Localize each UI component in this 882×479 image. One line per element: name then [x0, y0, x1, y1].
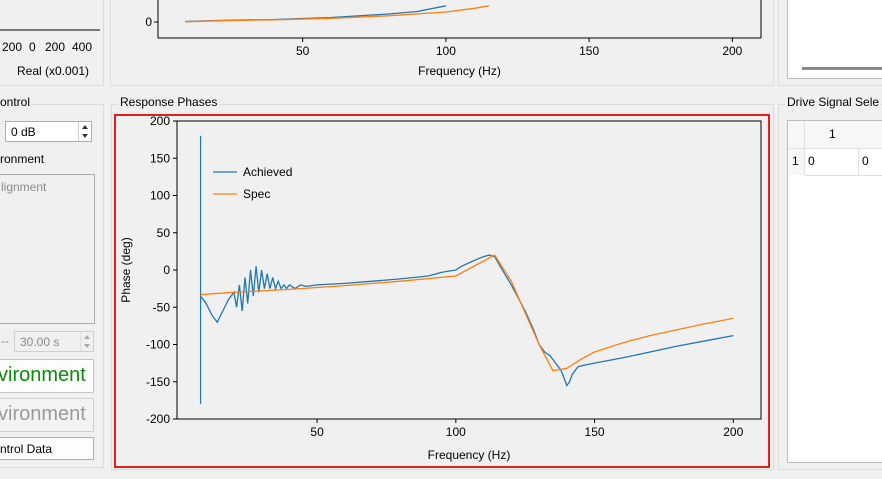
left-top-axis [0, 29, 100, 31]
x-axis-label: Frequency (Hz) [428, 448, 511, 462]
y-tick-label: 150 [150, 151, 170, 165]
table-corner [788, 121, 805, 149]
drive-signal-title: Drive Signal Sele [785, 95, 882, 109]
legend-label: Spec [243, 187, 270, 201]
gain-value: 0 dB [11, 125, 36, 139]
chevron-up-icon[interactable] [84, 335, 90, 339]
y-tick-label: 100 [150, 189, 170, 203]
x-tick-label: 200 [722, 44, 742, 58]
time-prefix: -- [1, 334, 9, 348]
gain-spinbox[interactable]: 0 dB [5, 121, 92, 142]
series-line-spec [200, 254, 734, 372]
x-tick-label: 50 [296, 44, 310, 58]
left-axis-tick-labels: 200 0 200 400 [0, 40, 100, 54]
environment-label: ronment [0, 152, 45, 166]
y-tick-label: -200 [146, 412, 170, 426]
table-cell-value: 0 [808, 154, 815, 168]
drive-signal-table[interactable]: 1 1 0 0 [787, 120, 882, 463]
response-phases-group [111, 104, 774, 470]
top-plot: 0 50 100 150 200 Frequency (Hz) [145, 0, 762, 78]
row-header-label: 1 [792, 154, 799, 168]
x-tick-label: 100 [436, 44, 456, 58]
x-axis-label: Frequency (Hz) [418, 64, 501, 78]
row-header[interactable]: 1 [788, 149, 805, 175]
left-tick-label: 400 [72, 40, 93, 54]
top-series-line [185, 5, 490, 23]
time-spinbox[interactable]: 30.00 s [14, 331, 94, 352]
gain-spin-arrows[interactable] [78, 122, 91, 141]
left-top-panel [0, 0, 104, 86]
x-tick-label: 150 [579, 44, 599, 58]
chevron-down-icon[interactable] [82, 134, 88, 138]
y-tick-label: 50 [157, 226, 171, 240]
chevron-up-icon[interactable] [82, 125, 88, 129]
y-tick-label: 200 [150, 116, 170, 128]
x-tick-label: 200 [723, 425, 743, 439]
column-header[interactable]: 1 [805, 121, 882, 149]
phase-plot-frame [114, 114, 770, 468]
x-tick-label: 100 [446, 425, 466, 439]
left-tick-label: 200 [45, 40, 66, 54]
phase-plot: 200 150 100 50 0 -50 -100 -150 -200 50 100 150 200 Fr… [119, 116, 762, 462]
time-value: 30.00 s [20, 335, 60, 349]
x-tick-label: 150 [585, 425, 605, 439]
y-tick-label: 0 [145, 15, 152, 29]
time-spin-arrows[interactable] [80, 332, 93, 351]
control-data-button[interactable]: ntrol Data [0, 437, 94, 460]
top-plot-panel [110, 0, 774, 86]
stop-environment-button[interactable]: vironment [0, 398, 94, 432]
start-environment-label: vironment [0, 364, 86, 386]
horizontal-scrollbar[interactable] [802, 67, 882, 70]
y-axis-label: Phase (deg) [119, 237, 133, 302]
y-tick-label: -50 [153, 300, 171, 314]
column-header-label: 1 [829, 127, 836, 141]
left-tick-label: 0 [29, 40, 36, 54]
start-environment-button[interactable]: vironment [0, 359, 94, 393]
y-tick-label: -100 [146, 338, 170, 352]
stop-environment-label: vironment [0, 403, 86, 425]
alignment-text-area[interactable]: lignment [0, 174, 95, 324]
response-phases-title: Response Phases [118, 95, 220, 109]
legend-label: Achieved [243, 165, 292, 179]
left-axis-xlabel: Real (x0.001) [17, 64, 90, 78]
left-tick-label: 200 [2, 40, 23, 54]
y-tick-label: 0 [163, 263, 170, 277]
series-line-achieved [200, 254, 734, 387]
drive-top-table [787, 0, 882, 79]
table-cell[interactable]: 0 [859, 149, 882, 176]
control-group-title: ontrol [0, 95, 33, 109]
alignment-placeholder: lignment [1, 180, 47, 194]
x-tick-label: 50 [310, 425, 324, 439]
table-cell-value: 0 [862, 154, 869, 168]
y-tick-label: -150 [146, 375, 170, 389]
control-data-label: ntrol Data [0, 442, 53, 456]
chevron-down-icon[interactable] [84, 344, 90, 348]
table-cell[interactable]: 0 [805, 149, 859, 176]
